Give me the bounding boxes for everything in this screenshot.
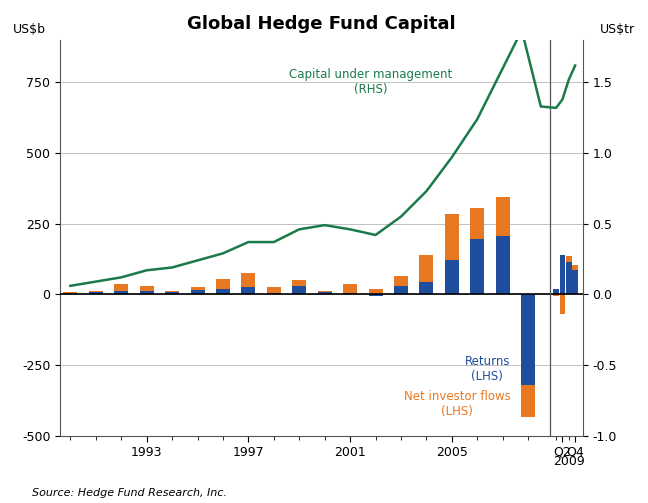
Bar [343, 284, 357, 293]
Bar [318, 291, 332, 292]
Bar [89, 292, 103, 294]
Bar [369, 294, 382, 296]
Bar [521, 385, 535, 417]
Text: US$b: US$b [13, 23, 46, 36]
Bar [216, 279, 230, 289]
Bar [216, 289, 230, 294]
Text: Source: Hedge Fund Research, Inc.: Source: Hedge Fund Research, Inc. [32, 488, 227, 498]
Bar [114, 291, 128, 294]
Bar [445, 261, 459, 294]
Bar [318, 292, 332, 294]
Bar [419, 255, 434, 282]
Bar [267, 293, 281, 294]
Bar [191, 290, 205, 294]
Bar [140, 286, 154, 291]
Bar [560, 294, 565, 314]
Bar [89, 291, 103, 292]
Bar [496, 197, 510, 236]
Text: US$tr: US$tr [600, 23, 635, 36]
Bar [64, 293, 77, 294]
Title: Global Hedge Fund Capital: Global Hedge Fund Capital [187, 15, 456, 33]
Bar [242, 287, 255, 294]
Bar [292, 280, 307, 286]
Bar [394, 286, 408, 294]
Bar [470, 239, 484, 294]
Bar [553, 294, 559, 296]
Bar [566, 256, 572, 262]
Bar [572, 270, 578, 294]
Bar [140, 291, 154, 294]
Bar [566, 262, 572, 294]
Text: 2009: 2009 [553, 455, 584, 468]
Text: Capital under management
(RHS): Capital under management (RHS) [289, 68, 452, 97]
Text: Net investor flows
(LHS): Net investor flows (LHS) [404, 390, 510, 418]
Bar [521, 294, 535, 385]
Bar [165, 291, 179, 292]
Bar [572, 265, 578, 270]
Bar [445, 214, 459, 261]
Bar [369, 289, 382, 294]
Bar [343, 293, 357, 294]
Text: Returns
(LHS): Returns (LHS) [465, 355, 510, 383]
Bar [191, 287, 205, 290]
Bar [64, 292, 77, 293]
Bar [292, 286, 307, 294]
Bar [470, 208, 484, 239]
Bar [553, 289, 559, 294]
Bar [114, 284, 128, 291]
Bar [419, 282, 434, 294]
Bar [394, 276, 408, 286]
Bar [242, 273, 255, 287]
Bar [165, 292, 179, 294]
Bar [496, 236, 510, 294]
Bar [267, 287, 281, 293]
Bar [560, 255, 565, 294]
